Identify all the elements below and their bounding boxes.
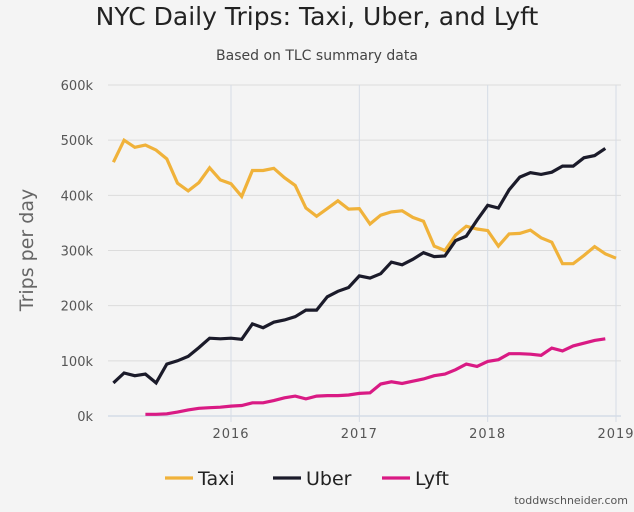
x-tick-label: 2018 [469,427,506,442]
series-line-uber [112,147,607,386]
x-tick-label: 2017 [341,427,378,442]
legend-label-lyft: Lyft [415,468,449,490]
legend-label-taxi: Taxi [197,468,235,490]
y-axis-label: Trips per day [16,189,38,312]
y-tick-label: 400k [61,189,94,204]
chart-title: NYC Daily Trips: Taxi, Uber, and Lyft [95,2,539,31]
y-tick-label: 600k [61,79,94,94]
series-line-lyft [145,337,606,416]
y-tick-label: 100k [61,355,94,370]
chart-subtitle: Based on TLC summary data [216,48,418,64]
y-tick-label: 500k [61,134,94,149]
y-tick-label: 0k [77,410,93,425]
y-tick-label: 200k [61,300,94,315]
x-tick-label: 2019 [597,427,634,442]
x-tick-label: 2016 [212,427,249,442]
legend-label-uber: Uber [306,468,352,490]
series-line-taxi [111,137,617,266]
y-tick-label: 300k [61,245,94,260]
credit-link[interactable]: toddwschneider.com [514,494,628,507]
